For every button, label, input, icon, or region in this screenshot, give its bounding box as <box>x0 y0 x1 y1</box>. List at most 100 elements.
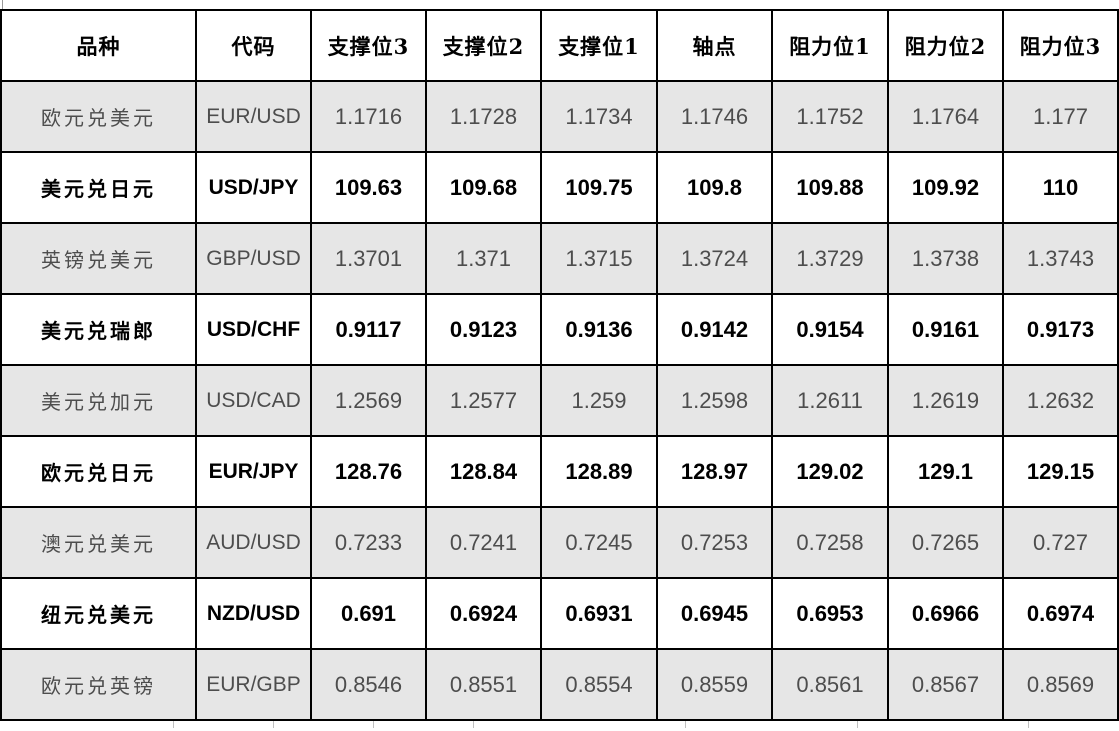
value-cell: 1.2569 <box>310 364 427 437</box>
value-cell: 1.1716 <box>310 80 427 153</box>
column-header-resistance1: 阻力位1 <box>771 9 889 82</box>
value-cell: 129.1 <box>887 435 1004 508</box>
value-cell: 109.8 <box>656 151 773 224</box>
pair-code-cell: USD/CHF <box>195 293 312 366</box>
pair-code-cell: GBP/USD <box>195 222 312 295</box>
value-cell: 0.7265 <box>887 506 1004 579</box>
column-header-support2: 支撑位2 <box>425 9 542 82</box>
value-cell: 128.84 <box>425 435 542 508</box>
value-cell: 0.9161 <box>887 293 1004 366</box>
header-row: 品种 代码 支撑位3 支撑位2 支撑位1 轴点 阻力位1 阻力位2 阻力位3 <box>0 9 1119 82</box>
column-header-pivot: 轴点 <box>656 9 773 82</box>
pair-name-cell: 澳元兑美元 <box>0 506 197 579</box>
cropped-row-top-sliver <box>0 0 1119 9</box>
border-fragment <box>1028 721 1029 728</box>
table-row-nzdusd: 纽元兑美元 NZD/USD 0.691 0.6924 0.6931 0.6945… <box>0 577 1119 650</box>
value-cell: 0.9173 <box>1002 293 1119 366</box>
column-header-support1: 支撑位1 <box>540 9 658 82</box>
border-fragment <box>273 721 274 728</box>
value-cell: 0.9123 <box>425 293 542 366</box>
column-header-pair: 品种 <box>0 9 197 82</box>
value-cell: 0.6931 <box>540 577 658 650</box>
value-cell: 1.2632 <box>1002 364 1119 437</box>
value-cell: 1.3743 <box>1002 222 1119 295</box>
pair-name-cell: 纽元兑美元 <box>0 577 197 650</box>
value-cell: 1.1752 <box>771 80 889 153</box>
value-cell: 1.3738 <box>887 222 1004 295</box>
value-cell: 1.1746 <box>656 80 773 153</box>
value-cell: 0.6966 <box>887 577 1004 650</box>
value-cell: 0.7245 <box>540 506 658 579</box>
value-cell: 1.371 <box>425 222 542 295</box>
value-cell: 1.177 <box>1002 80 1119 153</box>
value-cell: 128.97 <box>656 435 773 508</box>
table-row-eurusd: 欧元兑美元 EUR/USD 1.1716 1.1728 1.1734 1.174… <box>0 80 1119 153</box>
border-fragment <box>857 721 858 728</box>
table-row-eurgbp: 欧元兑英镑 EUR/GBP 0.8546 0.8551 0.8554 0.855… <box>0 648 1119 721</box>
border-fragment <box>373 721 374 728</box>
value-cell: 1.259 <box>540 364 658 437</box>
left-border-fragment <box>2 0 3 9</box>
value-cell: 110 <box>1002 151 1119 224</box>
value-cell: 0.691 <box>310 577 427 650</box>
value-cell: 128.76 <box>310 435 427 508</box>
column-header-support3: 支撑位3 <box>310 9 427 82</box>
value-cell: 109.63 <box>310 151 427 224</box>
pair-code-cell: AUD/USD <box>195 506 312 579</box>
pair-code-cell: EUR/USD <box>195 80 312 153</box>
value-cell: 1.3729 <box>771 222 889 295</box>
value-cell: 128.89 <box>540 435 658 508</box>
value-cell: 0.7258 <box>771 506 889 579</box>
pair-code-cell: USD/JPY <box>195 151 312 224</box>
pair-name-cell: 美元兑瑞郎 <box>0 293 197 366</box>
value-cell: 0.7241 <box>425 506 542 579</box>
pair-name-cell: 美元兑加元 <box>0 364 197 437</box>
value-cell: 109.92 <box>887 151 1004 224</box>
value-cell: 0.8554 <box>540 648 658 721</box>
value-cell: 0.8561 <box>771 648 889 721</box>
table-row-usdcad: 美元兑加元 USD/CAD 1.2569 1.2577 1.259 1.2598… <box>0 364 1119 437</box>
border-fragment <box>685 721 686 728</box>
value-cell: 129.15 <box>1002 435 1119 508</box>
pair-name-cell: 美元兑日元 <box>0 151 197 224</box>
table-row-usdjpy: 美元兑日元 USD/JPY 109.63 109.68 109.75 109.8… <box>0 151 1119 224</box>
value-cell: 1.3715 <box>540 222 658 295</box>
value-cell: 0.8569 <box>1002 648 1119 721</box>
value-cell: 0.9117 <box>310 293 427 366</box>
value-cell: 0.9142 <box>656 293 773 366</box>
value-cell: 1.2611 <box>771 364 889 437</box>
border-fragment <box>173 721 174 728</box>
pair-code-cell: USD/CAD <box>195 364 312 437</box>
value-cell: 0.6953 <box>771 577 889 650</box>
pair-name-cell: 欧元兑日元 <box>0 435 197 508</box>
pair-code-cell: EUR/GBP <box>195 648 312 721</box>
table-row-usdchf: 美元兑瑞郎 USD/CHF 0.9117 0.9123 0.9136 0.914… <box>0 293 1119 366</box>
value-cell: 0.727 <box>1002 506 1119 579</box>
pair-code-cell: NZD/USD <box>195 577 312 650</box>
value-cell: 0.7253 <box>656 506 773 579</box>
value-cell: 0.7233 <box>310 506 427 579</box>
value-cell: 1.1764 <box>887 80 1004 153</box>
value-cell: 109.68 <box>425 151 542 224</box>
value-cell: 0.8567 <box>887 648 1004 721</box>
value-cell: 109.75 <box>540 151 658 224</box>
value-cell: 129.02 <box>771 435 889 508</box>
value-cell: 0.8546 <box>310 648 427 721</box>
value-cell: 1.1734 <box>540 80 658 153</box>
table-row-audusd: 澳元兑美元 AUD/USD 0.7233 0.7241 0.7245 0.725… <box>0 506 1119 579</box>
value-cell: 109.88 <box>771 151 889 224</box>
value-cell: 0.6945 <box>656 577 773 650</box>
value-cell: 0.8559 <box>656 648 773 721</box>
value-cell: 1.3701 <box>310 222 427 295</box>
pair-name-cell: 英镑兑美元 <box>0 222 197 295</box>
pair-name-cell: 欧元兑英镑 <box>0 648 197 721</box>
value-cell: 0.9136 <box>540 293 658 366</box>
column-header-resistance2: 阻力位2 <box>887 9 1004 82</box>
value-cell: 1.2577 <box>425 364 542 437</box>
table-row-eurjpy: 欧元兑日元 EUR/JPY 128.76 128.84 128.89 128.9… <box>0 435 1119 508</box>
forex-pivot-table: 品种 代码 支撑位3 支撑位2 支撑位1 轴点 阻力位1 阻力位2 阻力位3 欧… <box>0 9 1119 721</box>
value-cell: 0.8551 <box>425 648 542 721</box>
value-cell: 1.2598 <box>656 364 773 437</box>
value-cell: 1.2619 <box>887 364 1004 437</box>
